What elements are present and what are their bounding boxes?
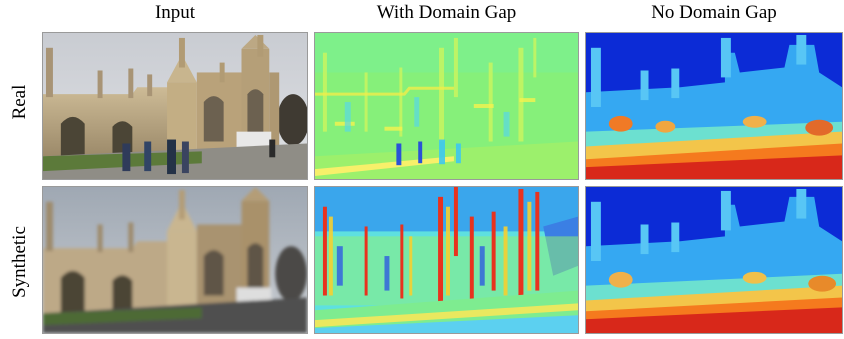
row-label-real: Real	[9, 84, 30, 120]
column-title-no-domain-gap: No Domain Gap	[651, 2, 777, 23]
column-title-input: Input	[154, 2, 196, 23]
column-title-with-domain-gap: With Domain Gap	[376, 2, 517, 23]
no-domain-gap-synthetic-map	[585, 186, 843, 334]
row-label-synthetic: Synthetic	[9, 226, 30, 298]
with-domain-gap-synthetic-map	[314, 186, 579, 334]
no-domain-gap-real-map	[585, 32, 843, 180]
input-real-image	[42, 32, 308, 180]
with-domain-gap-real-map	[314, 32, 579, 180]
input-synthetic-image	[42, 186, 308, 334]
